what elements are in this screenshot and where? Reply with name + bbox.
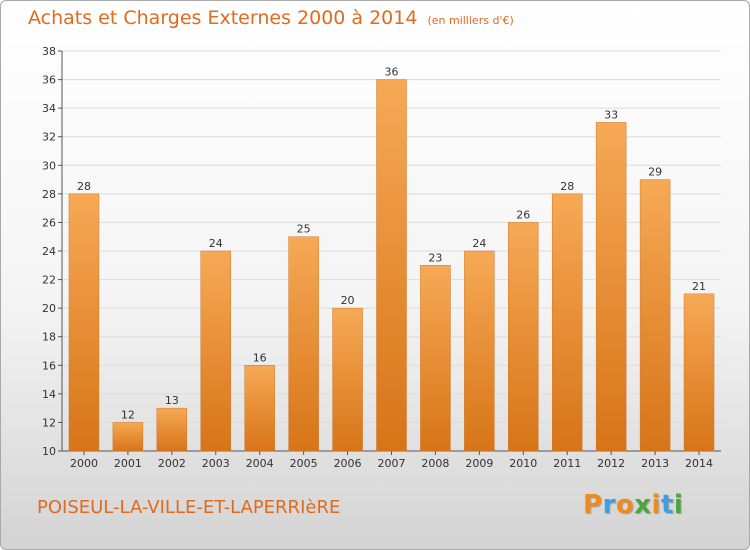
logo-letter: o xyxy=(615,490,635,520)
data-label-2011: 28 xyxy=(560,180,574,193)
y-tick-label: 10 xyxy=(42,445,56,458)
y-tick-label: 36 xyxy=(42,74,56,87)
bar-2014 xyxy=(683,293,715,452)
y-tick-label: 12 xyxy=(42,416,56,429)
x-tick-label-2014: 2014 xyxy=(685,457,713,470)
x-tick-label-2003: 2003 xyxy=(202,457,230,470)
bar-2007 xyxy=(376,79,407,452)
logo-letter: i xyxy=(651,490,661,520)
logo-letter: i xyxy=(673,490,684,520)
x-tick-label-2010: 2010 xyxy=(509,457,537,470)
bar-2010 xyxy=(508,222,539,452)
bar-2013 xyxy=(639,179,671,452)
x-tick-label-2011: 2011 xyxy=(553,457,581,470)
y-tick-label: 14 xyxy=(42,388,56,401)
y-tick-label: 38 xyxy=(42,45,56,58)
proxiti-logo: Proxiti xyxy=(583,490,683,520)
data-label-2012: 33 xyxy=(604,108,618,121)
y-tick-label: 16 xyxy=(42,359,56,372)
y-tick-label: 28 xyxy=(42,188,56,201)
x-tick-label-2007: 2007 xyxy=(378,457,406,470)
bar-2000 xyxy=(68,193,100,452)
logo-letter: x xyxy=(634,490,652,520)
x-tick-label-2006: 2006 xyxy=(334,457,362,470)
bar-2009 xyxy=(464,250,495,452)
commune-name: POISEUL-LA-VILLE-ET-LAPERRIèRE xyxy=(37,497,341,518)
bar-2004 xyxy=(244,365,275,452)
y-tick-label: 32 xyxy=(42,131,56,144)
chart-unit-note: (en milliers d'€) xyxy=(427,14,514,27)
y-tick-label: 30 xyxy=(42,159,56,172)
data-label-2007: 36 xyxy=(385,66,399,79)
x-tick-label-2000: 2000 xyxy=(70,457,98,470)
data-label-2010: 26 xyxy=(516,208,530,221)
x-tick-label-2005: 2005 xyxy=(290,457,318,470)
bar-2001 xyxy=(112,422,144,452)
bar-2002 xyxy=(156,407,188,452)
logo-letter: P xyxy=(583,490,603,520)
x-tick-label-2004: 2004 xyxy=(246,457,274,470)
logo-letter: t xyxy=(660,490,674,520)
data-label-2009: 24 xyxy=(472,237,486,250)
bar-2005 xyxy=(288,236,319,452)
bar-2011 xyxy=(551,193,583,452)
data-label-2014: 21 xyxy=(692,280,706,293)
data-label-2008: 23 xyxy=(428,251,442,264)
y-tick-label: 34 xyxy=(42,102,56,115)
bar-2008 xyxy=(420,265,451,452)
label-layer: 28 12 13 24 16 25 20 36 23 24 26 28 33 29 21 xyxy=(77,66,706,422)
logo-letter: r xyxy=(602,490,616,520)
bar-layer xyxy=(68,79,715,452)
data-label-2005: 25 xyxy=(297,223,311,236)
x-tick-label-2001: 2001 xyxy=(114,457,142,470)
x-tick-label-2013: 2013 xyxy=(641,457,669,470)
y-tick-label: 26 xyxy=(42,216,56,229)
data-label-2000: 28 xyxy=(77,180,91,193)
title-row: Achats et Charges Externes 2000 à 2014 (e… xyxy=(28,7,514,29)
y-tick-label: 20 xyxy=(42,302,56,315)
data-label-2013: 29 xyxy=(648,166,662,179)
data-label-2006: 20 xyxy=(341,294,355,307)
bar-2006 xyxy=(332,307,363,452)
data-label-2001: 12 xyxy=(121,408,135,421)
data-label-2002: 13 xyxy=(165,394,179,407)
y-tick-label: 22 xyxy=(42,274,56,287)
y-tick-label: 24 xyxy=(42,245,56,258)
x-tick-label-2008: 2008 xyxy=(421,457,449,470)
bar-2012 xyxy=(595,122,627,452)
chart-title: Achats et Charges Externes 2000 à 2014 xyxy=(28,7,418,29)
bar-2003 xyxy=(200,250,232,452)
data-label-2003: 24 xyxy=(209,237,223,250)
x-tick-label-2009: 2009 xyxy=(465,457,493,470)
y-tick-label: 18 xyxy=(42,331,56,344)
x-tick-label-2012: 2012 xyxy=(597,457,625,470)
x-tick-label-2002: 2002 xyxy=(158,457,186,470)
data-label-2004: 16 xyxy=(253,351,267,364)
